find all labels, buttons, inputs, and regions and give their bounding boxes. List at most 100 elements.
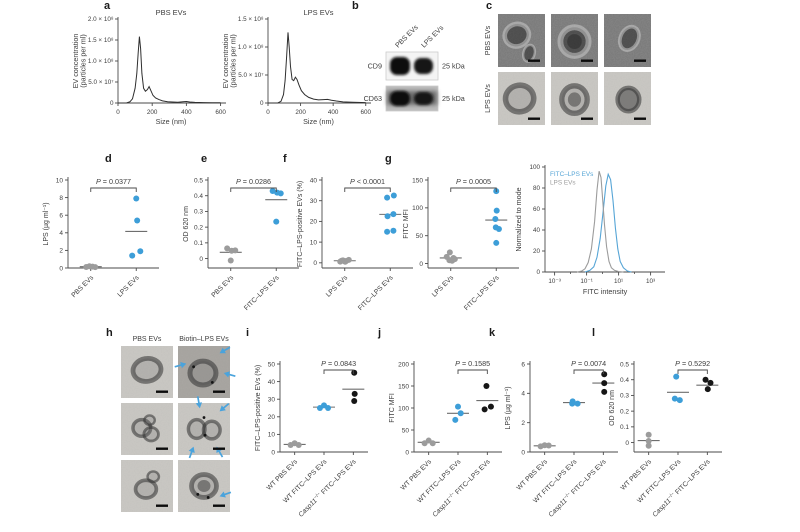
data-point — [645, 431, 652, 438]
svg-text:4: 4 — [521, 391, 525, 398]
em-row-label: LPS EVs — [483, 84, 492, 113]
data-point — [645, 438, 652, 444]
vesicle — [146, 470, 161, 484]
data-point — [129, 252, 136, 259]
legend-entry: LPS EVs — [550, 180, 576, 187]
svg-text:40: 40 — [310, 177, 318, 184]
group-label: PBS EVs — [210, 274, 235, 299]
data-point — [92, 264, 99, 271]
data-point — [232, 247, 239, 254]
data-point — [384, 228, 391, 235]
significance-bracket — [677, 369, 708, 374]
data-point — [269, 188, 276, 194]
data-point — [493, 207, 500, 214]
svg-text:30: 30 — [268, 397, 276, 404]
significance-bracket — [90, 187, 137, 192]
y-axis-label: EV concentration(particles per ml) — [71, 34, 88, 89]
gold-particle — [210, 381, 214, 384]
scale-bar — [634, 117, 646, 120]
scale-bar — [213, 390, 225, 393]
p-value: P = 0.0843 — [321, 359, 356, 368]
svg-text:100: 100 — [529, 164, 540, 171]
vesicle — [502, 21, 532, 49]
group-label: LPS EVs — [431, 274, 456, 299]
chart-title: PBS EVs — [156, 8, 187, 17]
vesicle — [187, 358, 219, 388]
data-point — [452, 416, 459, 423]
svg-text:0.4: 0.4 — [194, 193, 203, 200]
svg-text:0: 0 — [271, 449, 275, 456]
chart-title: LPS EVs — [303, 8, 333, 17]
svg-text:100: 100 — [412, 205, 423, 212]
svg-text:0: 0 — [116, 109, 120, 116]
svg-text:200: 200 — [398, 361, 409, 368]
panel-letter-g: g — [385, 153, 392, 165]
arrow-icon — [188, 446, 195, 459]
svg-text:10: 10 — [268, 432, 276, 439]
scatter-panel-e: 0 0.1 0.2 0.3 0.4 0.5 PBS EVs FITC–LPS EVs OD 62… — [183, 177, 299, 312]
flow-curve — [576, 171, 624, 273]
vesicle — [502, 82, 537, 115]
p-value: P = 0.5292 — [675, 359, 710, 368]
flow-histogram: 0 20 40 60 80 100 10⁻³ 10⁻¹ 10¹ 10³ FITC intensity… — [514, 164, 665, 296]
p-value: P = 0.0377 — [96, 177, 131, 186]
data-point — [351, 397, 358, 404]
em-col-label: PBS EVs — [133, 336, 162, 343]
svg-text:0: 0 — [260, 100, 264, 107]
data-point — [487, 403, 494, 410]
group-label: Casp11−/− FITC–LPS EVs — [546, 457, 608, 519]
svg-text:0.4: 0.4 — [620, 377, 629, 384]
data-point — [227, 257, 234, 264]
svg-text:200: 200 — [147, 109, 158, 116]
panel-letter-c: c — [486, 0, 493, 12]
scale-bar — [581, 117, 593, 120]
svg-text:4: 4 — [59, 230, 63, 237]
y-axis-label: FITC MFI — [389, 393, 396, 423]
scale-bar — [156, 504, 168, 507]
blot-target-label: CD9 — [368, 62, 382, 71]
svg-text:0: 0 — [625, 440, 629, 447]
arrow-icon — [219, 346, 231, 354]
scale-bar — [213, 447, 225, 450]
arrow-icon — [174, 362, 187, 369]
group-label: Casp11−/− FITC–LPS EVs — [430, 457, 492, 519]
data-point — [390, 227, 397, 234]
vesicle — [559, 83, 590, 117]
panel-letter-i: i — [246, 327, 250, 339]
blot-band — [414, 58, 433, 74]
blot-band — [390, 91, 410, 106]
svg-text:10: 10 — [310, 239, 318, 246]
panel-letter-e: e — [201, 153, 208, 165]
data-point — [338, 257, 345, 264]
svg-text:50: 50 — [268, 361, 276, 368]
svg-text:0: 0 — [199, 256, 203, 263]
vesicle — [617, 24, 641, 52]
lane-label: PBS EVs — [394, 24, 420, 50]
vesicle — [143, 414, 156, 427]
data-point — [483, 383, 490, 389]
vesicle — [189, 472, 219, 500]
p-value: P = 0.0286 — [236, 177, 271, 186]
x-axis-label: Size (nm) — [156, 117, 187, 126]
svg-text:20: 20 — [533, 248, 541, 255]
em-grid-panel-c: PBS EVs LPS EVs — [483, 14, 651, 125]
svg-text:1.5 × 10⁸: 1.5 × 10⁸ — [88, 37, 114, 44]
group-label: PBS EVs — [70, 274, 95, 299]
data-point — [295, 441, 302, 448]
svg-text:0: 0 — [521, 449, 525, 456]
svg-text:100: 100 — [398, 405, 409, 412]
arrow-icon — [219, 402, 230, 412]
svg-text:20: 20 — [268, 414, 276, 421]
y-axis-label: FITC MFI — [403, 209, 410, 239]
data-point — [601, 388, 608, 395]
svg-text:1.0 × 10⁸: 1.0 × 10⁸ — [88, 58, 114, 65]
svg-text:20: 20 — [310, 219, 318, 226]
nta-curve — [268, 32, 366, 104]
blot-size-label: 25 kDa — [442, 62, 465, 71]
data-point — [601, 371, 608, 378]
data-point — [702, 376, 709, 383]
data-point — [673, 373, 680, 380]
data-point — [137, 248, 144, 255]
data-point — [273, 218, 280, 225]
